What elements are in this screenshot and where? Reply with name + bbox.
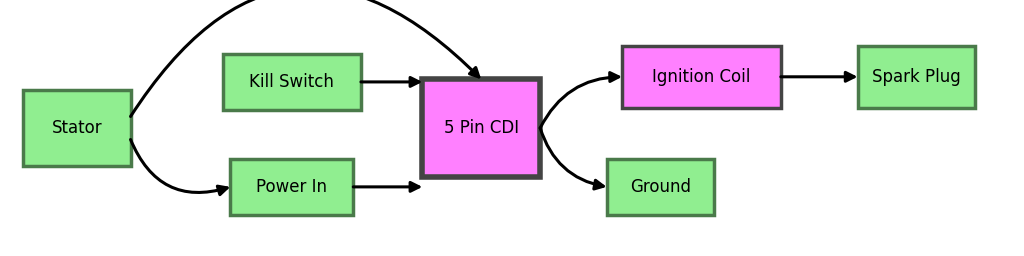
Text: Ignition Coil: Ignition Coil	[652, 68, 751, 86]
Text: Kill Switch: Kill Switch	[250, 73, 334, 91]
Text: 5 Pin CDI: 5 Pin CDI	[443, 119, 519, 137]
Text: Power In: Power In	[256, 178, 328, 196]
Text: Ground: Ground	[630, 178, 691, 196]
FancyBboxPatch shape	[422, 79, 541, 177]
FancyBboxPatch shape	[230, 159, 353, 215]
FancyBboxPatch shape	[23, 90, 131, 166]
FancyBboxPatch shape	[623, 46, 781, 108]
Text: Stator: Stator	[51, 119, 102, 137]
FancyBboxPatch shape	[858, 46, 975, 108]
FancyBboxPatch shape	[606, 159, 715, 215]
FancyBboxPatch shape	[222, 54, 360, 110]
Text: Spark Plug: Spark Plug	[872, 68, 961, 86]
